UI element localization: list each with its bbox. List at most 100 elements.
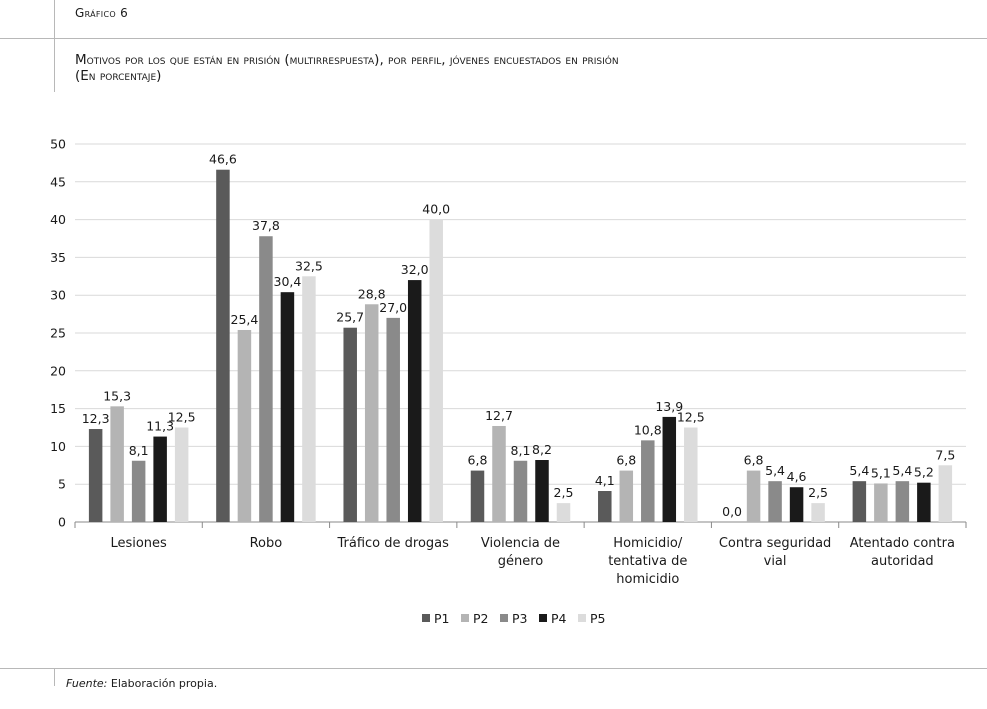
bar xyxy=(917,482,931,522)
data-label: 46,6 xyxy=(209,152,237,167)
data-label: 4,6 xyxy=(787,469,807,484)
bar xyxy=(895,481,910,522)
y-tick-label: 50 xyxy=(50,137,66,152)
bar xyxy=(789,487,804,522)
data-label: 25,7 xyxy=(336,310,364,325)
bar xyxy=(619,470,634,522)
legend-label: P3 xyxy=(512,611,528,626)
category-label: Tráfico de drogas xyxy=(337,536,450,551)
category-label: tentativa de xyxy=(608,554,687,569)
legend-label: P5 xyxy=(590,611,606,626)
y-tick-label: 40 xyxy=(50,212,66,227)
data-label: 40,0 xyxy=(422,202,450,217)
legend-label: P1 xyxy=(434,611,450,626)
data-label: 12,3 xyxy=(82,411,110,426)
bar xyxy=(746,470,761,522)
category-label: autoridad xyxy=(871,554,934,569)
category-label: Violencia de xyxy=(481,536,560,551)
data-label: 12,5 xyxy=(168,410,196,425)
data-label: 37,8 xyxy=(252,218,280,233)
data-label: 13,9 xyxy=(655,399,683,414)
data-label: 0,0 xyxy=(722,504,742,519)
data-label: 32,5 xyxy=(295,258,323,273)
data-label: 11,3 xyxy=(146,419,174,434)
y-tick-label: 0 xyxy=(58,515,66,530)
y-tick-label: 5 xyxy=(58,477,66,492)
data-label: 8,2 xyxy=(532,442,552,457)
source-prefix: Fuente: xyxy=(66,677,108,690)
bar xyxy=(343,327,357,522)
bar xyxy=(302,276,316,522)
bar xyxy=(259,236,273,522)
footer-left-rule xyxy=(54,668,55,686)
legend-label: P2 xyxy=(473,611,489,626)
data-label: 12,7 xyxy=(485,408,513,423)
y-tick-label: 30 xyxy=(50,288,66,303)
y-tick-label: 15 xyxy=(50,401,66,416)
legend-label: P4 xyxy=(551,611,567,626)
data-label: 5,2 xyxy=(914,465,934,480)
bar xyxy=(513,460,528,522)
data-label: 10,8 xyxy=(634,422,662,437)
data-label: 30,4 xyxy=(274,274,302,289)
chart-title: Motivos por los que están en prisión (mu… xyxy=(75,52,935,84)
data-label: 8,1 xyxy=(511,443,531,458)
bar xyxy=(598,491,612,522)
data-label: 15,3 xyxy=(103,388,131,403)
data-label: 6,8 xyxy=(744,453,764,468)
bar xyxy=(237,329,252,522)
category-label: vial xyxy=(764,554,787,569)
data-label: 8,1 xyxy=(129,443,149,458)
data-label: 7,5 xyxy=(935,447,955,462)
bar xyxy=(470,470,485,522)
left-rule xyxy=(54,0,55,92)
y-tick-label: 25 xyxy=(50,326,66,341)
bar xyxy=(131,460,146,522)
y-tick-label: 45 xyxy=(50,174,66,189)
category-label: Atentado contra xyxy=(850,536,955,551)
data-label: 6,8 xyxy=(468,453,488,468)
source-note: Fuente: Elaboración propia. xyxy=(66,677,217,690)
category-label: Robo xyxy=(250,536,283,551)
data-label: 25,4 xyxy=(231,312,259,327)
bar xyxy=(280,292,295,522)
category-label: Contra seguridad xyxy=(719,536,832,551)
data-label: 27,0 xyxy=(379,300,407,315)
data-label: 2,5 xyxy=(808,485,828,500)
bar xyxy=(852,481,867,522)
legend-swatch xyxy=(578,614,586,622)
bar xyxy=(110,406,124,522)
data-label: 5,4 xyxy=(765,463,785,478)
chart-title-line-2: (En porcentaje) xyxy=(75,68,162,84)
y-tick-label: 10 xyxy=(50,439,66,454)
source-text: Elaboración propia. xyxy=(110,677,218,690)
bar xyxy=(768,481,782,522)
chart-title-line-1: Motivos por los que están en prisión (mu… xyxy=(75,52,619,68)
bar xyxy=(938,465,953,522)
category-label: género xyxy=(498,554,544,569)
bar xyxy=(874,483,888,522)
bar xyxy=(364,304,379,522)
y-tick-label: 35 xyxy=(50,250,66,265)
data-label: 4,1 xyxy=(595,473,615,488)
bar xyxy=(535,460,549,522)
bar xyxy=(811,503,825,522)
category-label: Homicidio/ xyxy=(613,536,683,551)
data-label: 5,4 xyxy=(849,463,869,478)
legend-swatch xyxy=(539,614,547,622)
bar xyxy=(216,169,230,523)
bar xyxy=(641,440,655,522)
legend-swatch xyxy=(461,614,469,622)
data-label: 12,5 xyxy=(677,410,705,425)
bar xyxy=(407,280,422,522)
bar xyxy=(429,219,443,522)
category-label: Lesiones xyxy=(110,536,167,551)
category-label: homicidio xyxy=(616,572,679,587)
bar xyxy=(153,436,167,522)
data-label: 32,0 xyxy=(401,262,429,277)
data-label: 2,5 xyxy=(554,485,574,500)
bar xyxy=(88,429,103,522)
y-tick-label: 20 xyxy=(50,363,66,378)
bar xyxy=(684,427,698,522)
bar xyxy=(386,317,400,522)
